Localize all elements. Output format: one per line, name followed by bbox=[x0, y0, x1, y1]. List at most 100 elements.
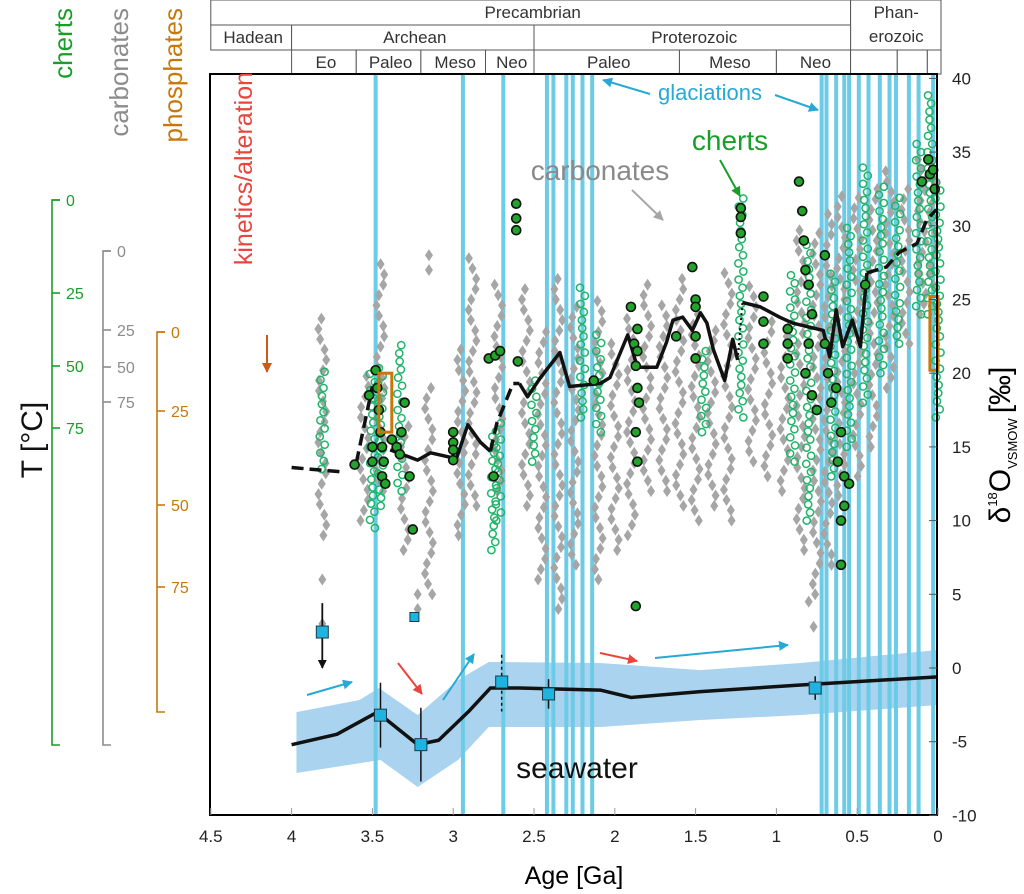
carbonate-point bbox=[804, 595, 813, 608]
carbonate-point bbox=[767, 325, 776, 338]
chert-open-point bbox=[859, 219, 869, 229]
chert-filled-point bbox=[916, 176, 928, 187]
chert-open-point bbox=[787, 416, 796, 426]
carbonate-point bbox=[566, 486, 575, 499]
chert-open-point bbox=[890, 217, 900, 227]
chert-open-point bbox=[393, 389, 402, 399]
chert-open-point bbox=[805, 410, 814, 420]
timescale-cell bbox=[850, 0, 942, 51]
chert-open-point bbox=[368, 491, 378, 500]
carbonate-point bbox=[541, 542, 550, 555]
carbonate-point bbox=[763, 470, 772, 483]
chert-filled-point bbox=[758, 291, 769, 302]
carbonate-point bbox=[678, 386, 687, 399]
carbonate-point bbox=[849, 212, 858, 225]
carbonate-point bbox=[882, 381, 891, 394]
carbonate-point bbox=[711, 376, 720, 389]
carbonate-point bbox=[466, 406, 475, 419]
carbonate-point bbox=[626, 436, 635, 449]
chert-open-point bbox=[701, 403, 711, 413]
carbonate-point bbox=[614, 368, 623, 381]
carbonate-point bbox=[727, 452, 736, 465]
carbonate-point bbox=[552, 406, 561, 419]
carbonate-point bbox=[781, 381, 790, 394]
carbonate-point bbox=[590, 449, 599, 462]
carbonate-point bbox=[706, 365, 715, 378]
chert-open-point bbox=[926, 269, 935, 279]
carbonate-point bbox=[422, 464, 431, 477]
carbonate-point bbox=[824, 486, 833, 499]
chert-open-point bbox=[926, 99, 936, 108]
carbonate-point bbox=[704, 468, 713, 481]
carbonate-point bbox=[871, 358, 880, 371]
chert-open-point bbox=[895, 225, 904, 235]
carbonate-point bbox=[623, 364, 632, 377]
carbonate-point bbox=[320, 508, 329, 521]
chert-open-point bbox=[803, 329, 812, 339]
carbonate-point bbox=[555, 468, 564, 481]
carbonate-point bbox=[624, 415, 633, 428]
chert-open-point bbox=[874, 352, 884, 362]
chert-filled-point bbox=[735, 227, 747, 239]
carbonate-point bbox=[833, 200, 842, 213]
carbonate-point bbox=[569, 362, 578, 375]
carbonate-point bbox=[814, 485, 823, 498]
chert-filled-point bbox=[349, 459, 360, 470]
chert-open-point bbox=[893, 250, 903, 259]
carbonate-point bbox=[607, 348, 616, 361]
carbonate-point bbox=[567, 424, 576, 437]
chert-open-point bbox=[575, 372, 585, 382]
carbonate-point bbox=[525, 489, 534, 502]
carbonate-point bbox=[356, 411, 365, 424]
chert-open-point bbox=[370, 523, 380, 533]
carbonate-point bbox=[357, 401, 366, 414]
carbonate-point bbox=[814, 505, 823, 518]
chert-open-point bbox=[806, 248, 815, 258]
chert-open-point bbox=[376, 501, 386, 511]
chert-open-point bbox=[393, 478, 402, 488]
carbonate-point bbox=[469, 376, 478, 389]
carbonate-point bbox=[671, 417, 680, 430]
chert-open-point bbox=[876, 368, 885, 378]
carbonate-point bbox=[815, 227, 824, 240]
chert-open-point bbox=[805, 508, 815, 517]
carbonate-point bbox=[823, 538, 832, 551]
carbonate-point bbox=[557, 582, 566, 595]
timescale-label: erozoic bbox=[869, 27, 924, 46]
carbonate-point bbox=[720, 432, 729, 445]
chert-open-point bbox=[577, 315, 587, 325]
carbonate-point bbox=[867, 368, 876, 381]
carbonate-point bbox=[535, 511, 544, 524]
chert-open-point bbox=[738, 323, 748, 333]
glaciation-band bbox=[501, 75, 506, 814]
timescale-cell bbox=[926, 49, 942, 75]
chert-filled-point bbox=[510, 224, 522, 236]
carbonate-point bbox=[645, 330, 654, 343]
chert-open-point bbox=[826, 358, 836, 368]
chert-open-point bbox=[826, 269, 835, 279]
chert-open-point bbox=[576, 299, 585, 309]
mean-trend-line bbox=[517, 311, 740, 399]
carbonate-point bbox=[490, 381, 499, 394]
chert-open-point bbox=[532, 392, 541, 402]
glaciations-annotation: glaciations bbox=[658, 80, 762, 105]
carbonate-point bbox=[606, 399, 615, 412]
carbonate-point bbox=[597, 305, 606, 318]
chert-open-point bbox=[790, 457, 799, 466]
chert-open-point bbox=[891, 233, 901, 243]
chert-open-point bbox=[806, 362, 815, 371]
chert-filled-point bbox=[367, 456, 378, 467]
carbonate-point bbox=[539, 501, 548, 514]
carbonate-point bbox=[522, 334, 531, 347]
carbonate-point bbox=[726, 463, 735, 476]
chert-open-point bbox=[845, 393, 854, 403]
chert-open-point bbox=[735, 388, 745, 398]
carbonate-point bbox=[679, 499, 688, 512]
carbonate-point bbox=[424, 249, 433, 262]
carbonate-point bbox=[904, 224, 913, 237]
carbonate-point bbox=[794, 502, 803, 515]
chert-open-point bbox=[843, 410, 853, 419]
carbonate-point bbox=[828, 496, 837, 509]
carbonate-point bbox=[799, 533, 808, 546]
carbonate-point bbox=[726, 297, 735, 310]
